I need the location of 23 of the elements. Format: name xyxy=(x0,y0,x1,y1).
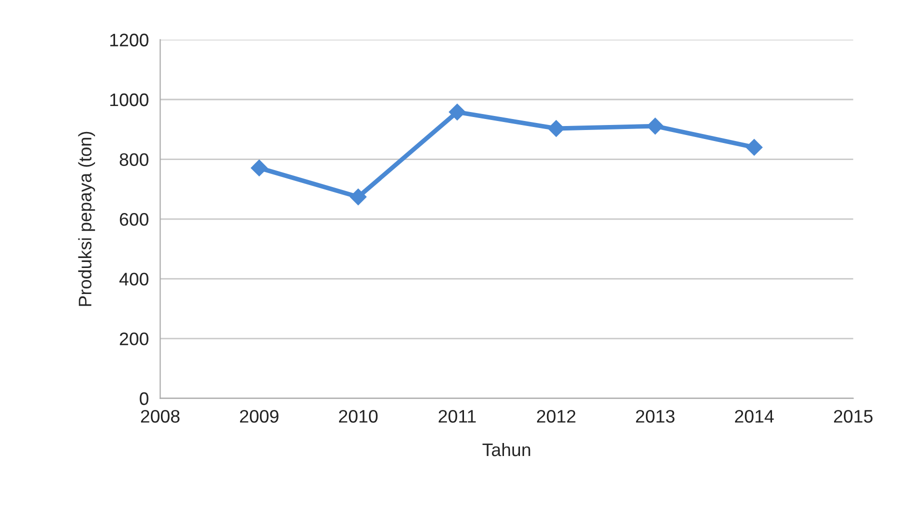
x-tick-label: 2013 xyxy=(636,410,674,423)
y-tick-label: 600 xyxy=(120,212,148,226)
point xyxy=(548,120,565,137)
y-tick-label: 200 xyxy=(120,332,148,346)
y-tick-label: 1200 xyxy=(110,34,148,46)
x-axis-title: Tahun xyxy=(482,442,530,456)
point xyxy=(646,118,664,134)
y-axis-title: Produksi pepaya (ton) xyxy=(78,132,96,306)
y-tick-label: 800 xyxy=(120,153,148,166)
x-tick-label: 2014 xyxy=(735,410,774,423)
point xyxy=(250,160,268,176)
y-tick-label: 0 xyxy=(140,392,148,406)
x-tick-label: 2009 xyxy=(240,410,278,423)
y-tick-label: 400 xyxy=(119,272,148,286)
x-tick-label: 2008 xyxy=(141,410,180,423)
point xyxy=(448,104,466,120)
x-tick-label: 2012 xyxy=(537,410,576,423)
x-tick-label: 2011 xyxy=(438,410,476,423)
x-tick-label: 2010 xyxy=(339,410,378,423)
point xyxy=(746,138,763,156)
y-tick-label: 1000 xyxy=(110,93,148,106)
x-tick-label: 2015 xyxy=(834,410,873,423)
point xyxy=(350,188,367,206)
